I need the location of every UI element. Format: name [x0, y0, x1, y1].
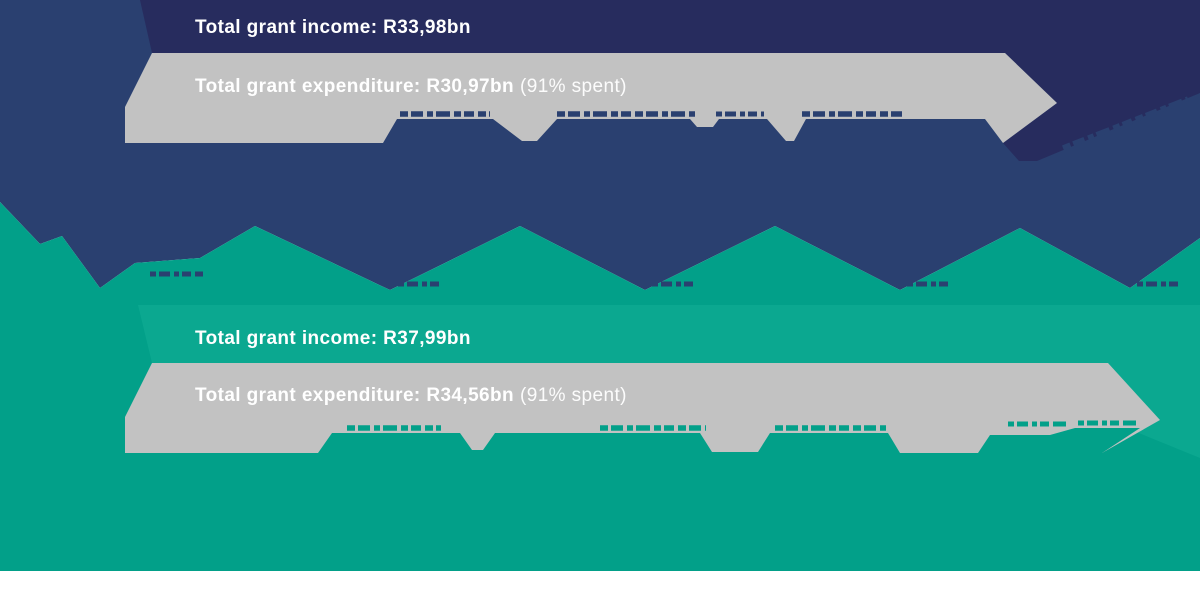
bottom-grant-income-text: Total grant income: R37,99bn	[195, 328, 471, 349]
bottom-grant-expenditure-text: Total grant expenditure: R34,56bn	[195, 385, 515, 406]
top-grant-income-text: Total grant income: R33,98bn	[195, 17, 471, 38]
bottom-grant-expenditure-banner: Total grant expenditure: R34,56bn (91% sp…	[195, 384, 627, 407]
top-grant-expenditure-text: Total grant expenditure: R30,97bn	[195, 76, 515, 97]
chevron-tip-micro-labels	[150, 271, 1179, 287]
bottom-mountain-micro-labels	[347, 420, 1136, 431]
bottom-grant-income-banner: Total grant income: R37,99bn	[195, 327, 471, 350]
top-grant-income-banner: Total grant income: R33,98bn	[195, 16, 471, 39]
navy-income-band	[140, 0, 1200, 161]
teal-income-band	[138, 305, 1200, 458]
bottom-percent-spent-text: (91% spent)	[520, 385, 627, 406]
bottom-grant-mountains	[318, 428, 1140, 453]
top-percent-spent-text: (91% spent)	[520, 76, 627, 97]
top-right-diagonal-micro-labels	[1061, 96, 1190, 151]
top-grant-mountains	[383, 119, 1003, 143]
top-grant-expenditure-banner: Total grant expenditure: R30,97bn (91% sp…	[195, 75, 627, 98]
